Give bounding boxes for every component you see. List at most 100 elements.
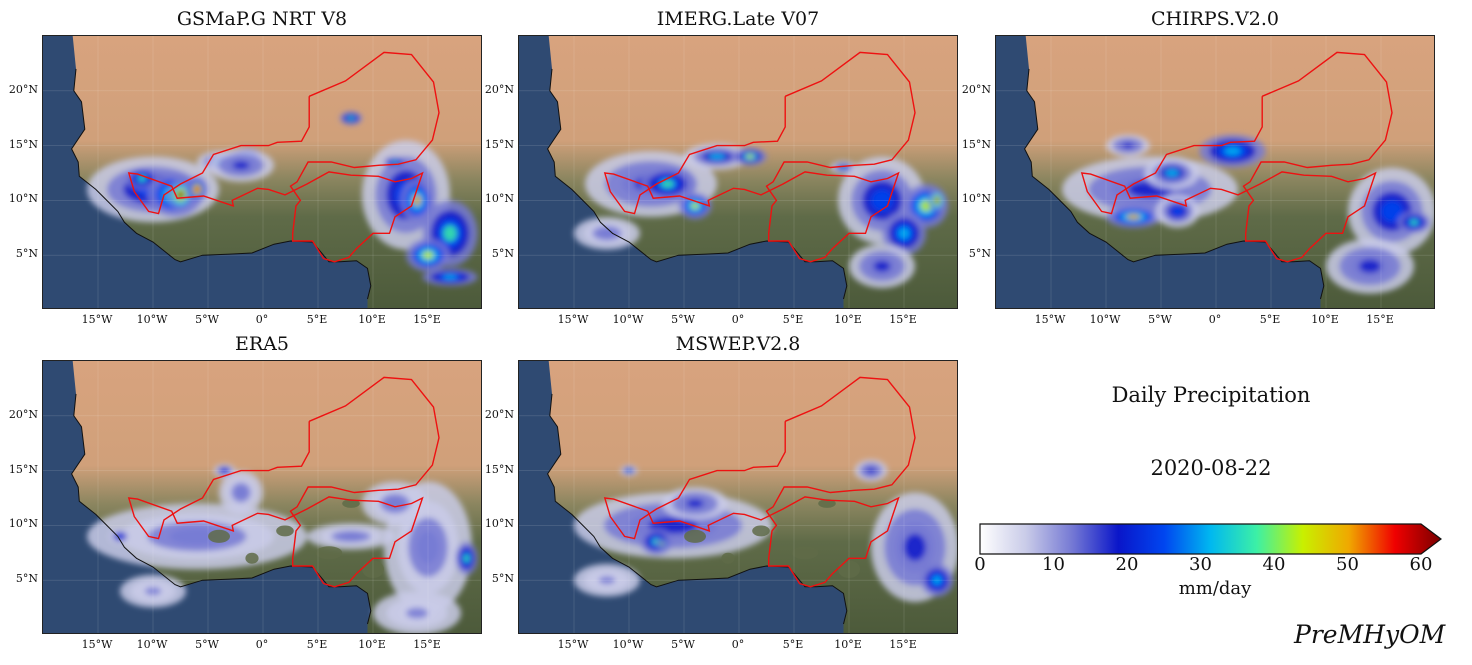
- lat-tick-label: 5°N: [491, 247, 514, 261]
- rain-cell: [443, 274, 457, 280]
- graticule: [996, 36, 1434, 308]
- lon-tick-label: 15°E: [889, 313, 917, 326]
- lon-tick-label: 10°E: [1311, 313, 1339, 326]
- lon-tick-label: 5°E: [306, 313, 328, 326]
- lat-tick-label: 20°N: [961, 82, 991, 96]
- lon-tick-label: 5°E: [1259, 313, 1281, 326]
- basin-boundary: [127, 376, 440, 588]
- lon-tick-label: 5°W: [195, 313, 219, 326]
- map-mswep: [518, 360, 958, 634]
- dry-patch: [684, 529, 706, 543]
- panel-title: GSMaP.G NRT V8: [176, 8, 348, 30]
- rain-cell: [1409, 219, 1419, 225]
- rain-cell: [898, 227, 910, 239]
- lon-tick-label: 0°: [731, 638, 745, 651]
- lon-tick-label: 15°E: [413, 313, 441, 326]
- lon-tick-label: 15°E: [1366, 313, 1394, 326]
- dry-patch: [315, 546, 343, 560]
- lon-tick-label: 0°: [255, 313, 269, 326]
- colorbar-tick-label: 60: [1409, 554, 1433, 575]
- rain-cell: [598, 229, 616, 238]
- precipitation-field: [87, 464, 478, 633]
- rain-cell: [1381, 200, 1403, 223]
- map-canvas: [996, 36, 1434, 308]
- lon-tick-label: 10°E: [358, 638, 386, 651]
- basin-boundary: [603, 376, 916, 588]
- lat-tick-label: 20°N: [8, 82, 38, 96]
- rain-cell: [660, 542, 664, 546]
- rain-cell: [221, 469, 228, 473]
- lon-tick-label: 0°: [255, 638, 269, 651]
- rain-cell: [348, 116, 354, 120]
- lat-tick-label: 10°N: [484, 192, 514, 206]
- lat-tick-label: 10°N: [8, 517, 38, 531]
- rain-cell: [1224, 147, 1241, 156]
- rain-cell: [690, 202, 700, 210]
- rain-cell: [686, 499, 704, 508]
- dry-patch: [791, 546, 819, 560]
- land: [71, 36, 481, 308]
- lon-tick-label: 15°W: [81, 638, 113, 651]
- lat-tick-label: 15°N: [484, 462, 514, 476]
- panel-title: IMERG.Late V07: [656, 8, 820, 30]
- panel-title: MSWEP.V2.8: [675, 333, 801, 355]
- basin-boundary: [127, 51, 440, 263]
- rain-cell: [144, 587, 162, 596]
- lon-tick-label: 10°W: [136, 313, 168, 326]
- rain-cell: [932, 576, 942, 585]
- dry-patch: [208, 529, 230, 543]
- lat-tick-label: 20°N: [484, 407, 514, 421]
- graticule: [43, 36, 481, 308]
- rain-cell: [745, 154, 755, 159]
- lat-tick-label: 15°N: [8, 462, 38, 476]
- rain-cell: [1165, 168, 1179, 178]
- rain-cell: [340, 533, 362, 540]
- rain-cell: [417, 530, 439, 564]
- lon-tick-label: 10°E: [358, 313, 386, 326]
- map-chirps: [995, 35, 1435, 309]
- panel-gsmap: GSMaP.G NRT V8 20°N 15°N 10°N 5°N 15°W 10°W 5°…: [9, 8, 482, 326]
- lon-tick-label: 10°E: [834, 313, 862, 326]
- lat-tick-label: 15°N: [484, 137, 514, 151]
- panel-imerg: IMERG.Late V07 20°N 15°N 10°N 5°N 15°W 10°W 5°…: [485, 8, 958, 326]
- lat-tick-label: 15°N: [961, 137, 991, 151]
- lat-tick-label: 5°N: [15, 247, 38, 261]
- colorbar-tick-label: 20: [1115, 554, 1139, 575]
- lon-tick-label: 15°W: [557, 313, 589, 326]
- dry-patch: [276, 525, 294, 537]
- dry-patch: [752, 525, 770, 537]
- panel-mswep: MSWEP.V2.8 20°N 15°N 10°N 5°N 15°W 10°W 5°W 0° 5…: [485, 333, 958, 651]
- lon-tick-label: 5°E: [782, 638, 804, 651]
- lon-tick-label: 5°W: [671, 313, 695, 326]
- rain-cell: [934, 197, 940, 204]
- map-canvas: [43, 36, 481, 308]
- lon-tick-label: 10°E: [834, 638, 862, 651]
- lat-tick-label: 5°N: [491, 572, 514, 586]
- rain-cell: [235, 487, 247, 498]
- rain-cell: [598, 576, 616, 585]
- lon-tick-label: 5°E: [306, 638, 328, 651]
- map-canvas: [519, 36, 957, 308]
- lon-tick-label: 15°E: [889, 638, 917, 651]
- land: [1024, 36, 1434, 308]
- rain-cell: [660, 179, 675, 189]
- panel-chirps: CHIRPS.V2.0 20°N 15°N 10°N 5°N 15°W 10°W 5°W 0°…: [962, 8, 1435, 326]
- rain-cell: [626, 469, 632, 472]
- legend-title: Daily Precipitation: [1111, 383, 1311, 407]
- map-gsmap: [42, 35, 482, 309]
- legend-date: 2020-08-22: [1150, 456, 1272, 480]
- panel-title: ERA5: [235, 333, 289, 355]
- colorbar-tick-label: 10: [1042, 554, 1065, 575]
- dry-patch: [838, 560, 860, 579]
- rain-cell: [708, 153, 726, 160]
- lon-tick-label: 10°W: [612, 638, 644, 651]
- land: [547, 36, 957, 308]
- basin-boundary: [603, 51, 916, 263]
- lon-tick-label: 5°E: [782, 313, 804, 326]
- lon-tick-label: 10°W: [1089, 313, 1121, 326]
- lat-tick-label: 10°N: [8, 192, 38, 206]
- lat-tick-label: 5°N: [15, 572, 38, 586]
- rain-cell: [463, 554, 470, 563]
- rain-cell: [1126, 214, 1141, 220]
- dry-patch: [721, 552, 735, 564]
